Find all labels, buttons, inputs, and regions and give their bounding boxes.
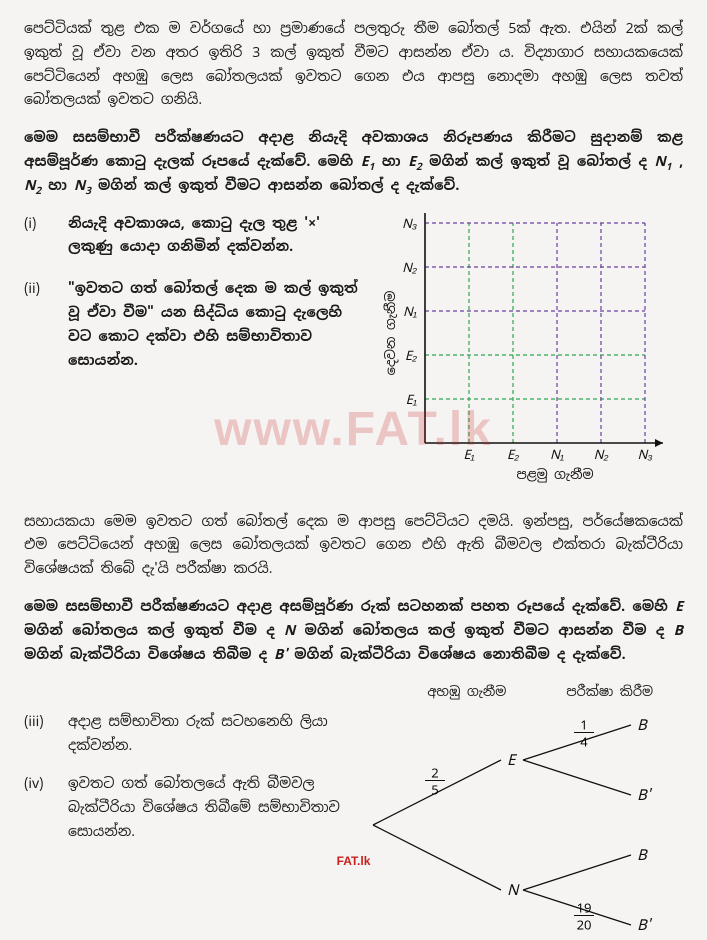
sub: 2 xyxy=(416,160,422,173)
q4-num: (iv) xyxy=(24,773,56,797)
sym: B' xyxy=(274,646,287,664)
svg-text:E₂: E₂ xyxy=(507,446,519,463)
svg-text:19: 19 xyxy=(577,900,592,917)
svg-text:පළමු ගැනීම: පළමු ගැනීම xyxy=(516,466,593,483)
q1-text: නියැදි අවකාශය, කොටු දැල තුළ '×' ලකුණු යො… xyxy=(68,213,371,261)
svg-text:E: E xyxy=(507,751,518,770)
svg-text:E₂: E₂ xyxy=(405,347,417,364)
t: , xyxy=(679,153,683,171)
grid-figure: E₁ E₁ E₂ E₂ N₁ N₁ N₂ N₂ N₃ N₃ පළමු ගැනීම දෙවන ගැනීම xyxy=(383,213,683,503)
q2-text: "ඉවතට ගත් බෝතල් දෙක ම කල් ඉකුත් වූ ඒවා ව… xyxy=(68,278,371,373)
svg-text:1: 1 xyxy=(580,717,587,734)
sub: 3 xyxy=(85,184,91,197)
svg-text:N₃: N₃ xyxy=(402,215,417,232)
sym: N xyxy=(74,177,85,195)
tree-figure: අහඹු ගැනීම පරීක්ෂා කිරීම E N B B' B B' 25 14 192… xyxy=(363,681,683,940)
qi-qii-row: (i) නියැදි අවකාශය, කොටු දැල තුළ '×' ලකුණ… xyxy=(24,213,683,503)
sym: N xyxy=(654,153,665,171)
t: මගින් කල් ඉකුත් වූ බෝතල් ද xyxy=(429,153,654,171)
sub: 1 xyxy=(666,160,672,173)
t: මගින් කල් ඉකුත් වීමට ආසන්න බෝතල් ද දැක්ව… xyxy=(98,177,459,195)
svg-text:5: 5 xyxy=(431,782,438,799)
t: මෙම සසම්භාවී පරීක්ෂණයට අදාළ අසම්පූර්ණ රු… xyxy=(24,598,675,616)
svg-text:2: 2 xyxy=(431,765,438,782)
q1-num: (i) xyxy=(24,213,56,237)
probability-tree: E N B B' B B' 25 14 1920 xyxy=(363,705,683,940)
q3-text: අදාළ සම්භාවිතා රුක් සටහනෙහි ලියා දක්වන්න… xyxy=(68,711,351,759)
t: මගින් බෝතලය කල් ඉකුත් වීමට ආසන්න වීම ද xyxy=(305,622,674,640)
svg-text:N₂: N₂ xyxy=(402,259,417,276)
svg-text:B: B xyxy=(637,846,648,865)
t: හා xyxy=(382,153,408,171)
svg-text:දෙවන ගැනීම: දෙවන ගැනීම xyxy=(383,290,399,375)
sample-space-grid: E₁ E₁ E₂ E₂ N₁ N₁ N₂ N₂ N₃ N₃ පළමු ගැනීම දෙවන ගැනීම xyxy=(383,213,683,503)
svg-text:N₁: N₁ xyxy=(550,446,564,463)
sym: N xyxy=(284,622,295,640)
qiii-qiv-row: (iii) අදාළ සම්භාවිතා රුක් සටහනෙහි ලියා ද… xyxy=(24,681,683,940)
t: හා xyxy=(48,177,74,195)
sym: E xyxy=(361,153,369,171)
intro-para-1: පෙට්ටියක් තුළ එක ම වර්ගයේ හා ප්‍රමාණයේ ප… xyxy=(24,18,683,113)
q2-num: (ii) xyxy=(24,278,56,302)
sub: 1 xyxy=(369,160,375,173)
svg-text:E₁: E₁ xyxy=(463,446,474,463)
svg-text:N₂: N₂ xyxy=(594,446,609,463)
t: මගින් බැක්ටීරියා විශේෂය නොතිබීම ද දැක්වේ… xyxy=(294,646,625,664)
svg-text:E₁: E₁ xyxy=(406,391,417,408)
sym: N xyxy=(24,177,35,195)
tree-h1: අහඹු ගැනීම xyxy=(427,681,506,703)
q4-text: ඉවතට ගත් බෝතලයේ ඇති බීමවල බැක්ටීරියා විශ… xyxy=(68,773,351,844)
sym: B xyxy=(674,622,683,640)
mid-para-2: මෙම සසම්භාවී පරීක්ෂණයට අදාළ අසම්පූර්ණ රු… xyxy=(24,596,683,667)
q3-num: (iii) xyxy=(24,711,56,735)
svg-text:B: B xyxy=(637,716,648,735)
svg-text:20: 20 xyxy=(577,917,592,934)
tree-h2: පරීක්ෂා කිරීම xyxy=(566,681,653,703)
svg-text:N₃: N₃ xyxy=(637,446,652,463)
t: මගින් බෝතලය කල් ඉකුත් වීම ද xyxy=(24,622,284,640)
svg-text:B': B' xyxy=(637,786,653,805)
svg-text:B': B' xyxy=(637,916,653,935)
sub: 2 xyxy=(35,184,41,197)
t: මගින් බැක්ටීරියා විශේෂය තිබීම ද xyxy=(24,646,274,664)
sym: E xyxy=(675,598,683,616)
footer-mark: FAT.lk xyxy=(337,851,371,871)
svg-text:N: N xyxy=(507,881,520,900)
svg-text:N₁: N₁ xyxy=(403,303,417,320)
intro-para-2: මෙම සසම්භාවී පරීක්ෂණයට අදාළ නියැදි අවකාශ… xyxy=(24,127,683,198)
svg-text:4: 4 xyxy=(580,734,588,751)
sym: E xyxy=(408,153,416,171)
mid-para-1: සහායකයා මෙම ඉවතට ගත් බෝතල් දෙක ම ආපසු පෙ… xyxy=(24,511,683,582)
